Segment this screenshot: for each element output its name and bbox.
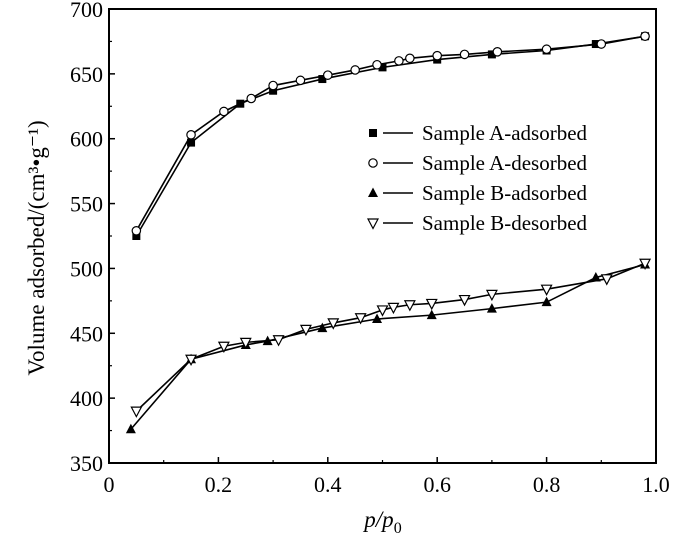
x-tick-label: 0 xyxy=(104,472,115,497)
data-point xyxy=(394,56,404,66)
data-point xyxy=(185,354,198,367)
data-point xyxy=(378,63,387,72)
data-point xyxy=(295,75,306,86)
legend-item: Sample A-adsorbed xyxy=(369,121,588,145)
legend-label: Sample A-adsorbed xyxy=(422,121,588,145)
legend: Sample A-adsorbed Sample A-desorbed Sample… xyxy=(367,121,588,235)
y-tick-label: 350 xyxy=(70,451,103,476)
series-2 xyxy=(125,259,651,434)
y-tick-label: 600 xyxy=(70,127,103,152)
data-point xyxy=(317,322,328,333)
data-point xyxy=(541,296,552,307)
legend-label: Sample A-desorbed xyxy=(422,151,588,175)
data-point xyxy=(426,309,437,320)
data-point xyxy=(350,65,360,75)
data-point xyxy=(187,138,196,147)
series-line xyxy=(130,263,646,430)
x-tick-label: 0.8 xyxy=(533,472,561,497)
data-point xyxy=(372,59,382,70)
data-point xyxy=(239,337,252,350)
data-point xyxy=(130,406,143,418)
data-point xyxy=(372,313,383,324)
series-layer xyxy=(125,31,652,434)
data-point xyxy=(217,341,230,354)
data-point xyxy=(219,106,229,117)
data-point xyxy=(269,86,278,95)
data-point xyxy=(403,300,416,312)
data-point xyxy=(354,313,367,325)
data-point xyxy=(132,232,141,240)
legend-label: Sample B-adsorbed xyxy=(422,181,588,205)
data-point xyxy=(459,49,470,60)
x-axis-title-main: p/p xyxy=(362,507,393,532)
legend-marker xyxy=(368,158,378,168)
legend-label: Sample B-desorbed xyxy=(422,211,588,235)
data-point xyxy=(327,318,340,330)
series-1 xyxy=(131,31,650,236)
axis-ticks: 0 0.2 0.4 0.6 0.8 1.0 350 400 450 500 550 600 650 700 xyxy=(70,0,670,497)
data-point xyxy=(405,53,415,64)
y-tick-label: 500 xyxy=(70,256,103,281)
series-3 xyxy=(130,258,652,418)
y-tick-label: 650 xyxy=(70,62,103,87)
data-point xyxy=(186,130,196,140)
data-point xyxy=(432,50,442,61)
legend-marker xyxy=(367,218,379,230)
legend-item: Sample B-desorbed xyxy=(367,211,588,235)
series-line xyxy=(135,262,646,412)
plot-frame xyxy=(108,8,657,464)
legend-item: Sample B-adsorbed xyxy=(368,181,588,205)
data-point xyxy=(387,302,400,315)
data-point xyxy=(640,31,650,42)
y-tick-label: 450 xyxy=(70,321,103,346)
data-point xyxy=(322,70,333,80)
data-point xyxy=(596,39,607,49)
data-point xyxy=(639,258,652,271)
x-tick-label: 1.0 xyxy=(642,472,670,497)
data-point xyxy=(590,272,601,282)
y-tick-label: 700 xyxy=(70,0,103,22)
data-point xyxy=(492,47,503,57)
x-tick-label: 0.2 xyxy=(205,472,233,497)
x-tick-label: 0.4 xyxy=(314,472,342,497)
data-point xyxy=(246,93,257,104)
data-point xyxy=(458,294,471,307)
y-axis-title: Volume adsorbed/(cm³•g⁻¹) xyxy=(24,120,49,375)
legend-item: Sample A-desorbed xyxy=(368,151,588,175)
data-point xyxy=(541,44,552,55)
data-point xyxy=(487,50,496,59)
x-axis-title-subscript: 0 xyxy=(394,520,402,537)
data-point xyxy=(425,298,438,311)
data-point xyxy=(299,324,312,337)
data-point xyxy=(600,274,613,286)
legend-marker xyxy=(368,187,378,197)
data-point xyxy=(540,284,553,296)
data-point xyxy=(268,80,278,91)
data-point xyxy=(318,75,327,84)
x-tick-label: 0.6 xyxy=(423,472,451,497)
data-point xyxy=(376,305,389,317)
y-tick-label: 400 xyxy=(70,386,103,411)
x-axis-title: p/p0 xyxy=(362,507,401,537)
data-point xyxy=(272,335,285,347)
y-tick-label: 550 xyxy=(70,192,103,217)
data-point xyxy=(131,226,142,236)
data-point xyxy=(125,423,136,434)
data-point xyxy=(485,289,498,302)
data-point xyxy=(486,303,497,313)
legend-marker xyxy=(369,129,377,137)
